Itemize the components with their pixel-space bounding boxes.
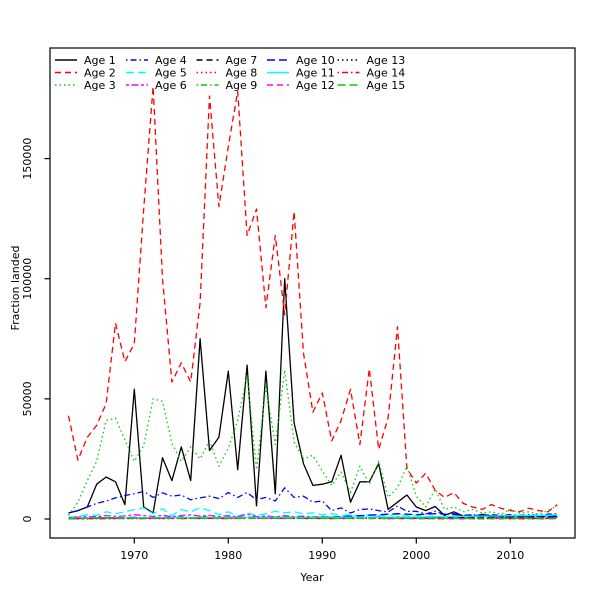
x-tick-label: 1990 xyxy=(308,549,336,562)
series-line-age-3 xyxy=(67,369,558,516)
x-tick-label: 2000 xyxy=(402,549,430,562)
legend-item-label: Age 8 xyxy=(226,66,258,79)
x-tick-label: 1980 xyxy=(214,549,242,562)
x-axis-title: Year xyxy=(299,571,324,584)
x-tick-label: 2010 xyxy=(496,549,524,562)
y-tick-label: 0 xyxy=(21,516,34,523)
legend-item-label: Age 6 xyxy=(155,79,187,92)
x-tick-label: 1970 xyxy=(120,549,148,562)
plot-border xyxy=(49,47,576,539)
legend-item-label: Age 13 xyxy=(367,54,406,67)
series-line-age-2 xyxy=(67,85,558,513)
legend-item-label: Age 15 xyxy=(367,79,406,92)
legend-item-label: Age 11 xyxy=(296,66,335,79)
series-line-age-4 xyxy=(68,487,558,517)
y-axis-title: Fraction landed xyxy=(9,246,22,331)
legend-item-label: Age 3 xyxy=(84,79,116,92)
legend-item-label: Age 5 xyxy=(155,66,187,79)
legend-item-label: Age 12 xyxy=(296,79,335,92)
y-tick-label: 50000 xyxy=(21,381,34,416)
legend-item-label: Age 1 xyxy=(84,54,116,67)
y-tick-label: 100000 xyxy=(21,258,34,300)
legend-item-label: Age 10 xyxy=(296,54,335,67)
chart-generated-content: 1970 1980 1990 2000 2010 0 50000 100000 150000 Ag… xyxy=(21,54,558,562)
legend-item-label: Age 7 xyxy=(226,54,258,67)
series-line-age-1 xyxy=(68,278,558,518)
y-tick-label: 150000 xyxy=(21,138,34,180)
legend-item-label: Age 4 xyxy=(155,54,187,67)
legend-item-label: Age 14 xyxy=(367,66,406,79)
legend-item-label: Age 9 xyxy=(226,79,258,92)
legend-item-label: Age 2 xyxy=(84,66,116,79)
